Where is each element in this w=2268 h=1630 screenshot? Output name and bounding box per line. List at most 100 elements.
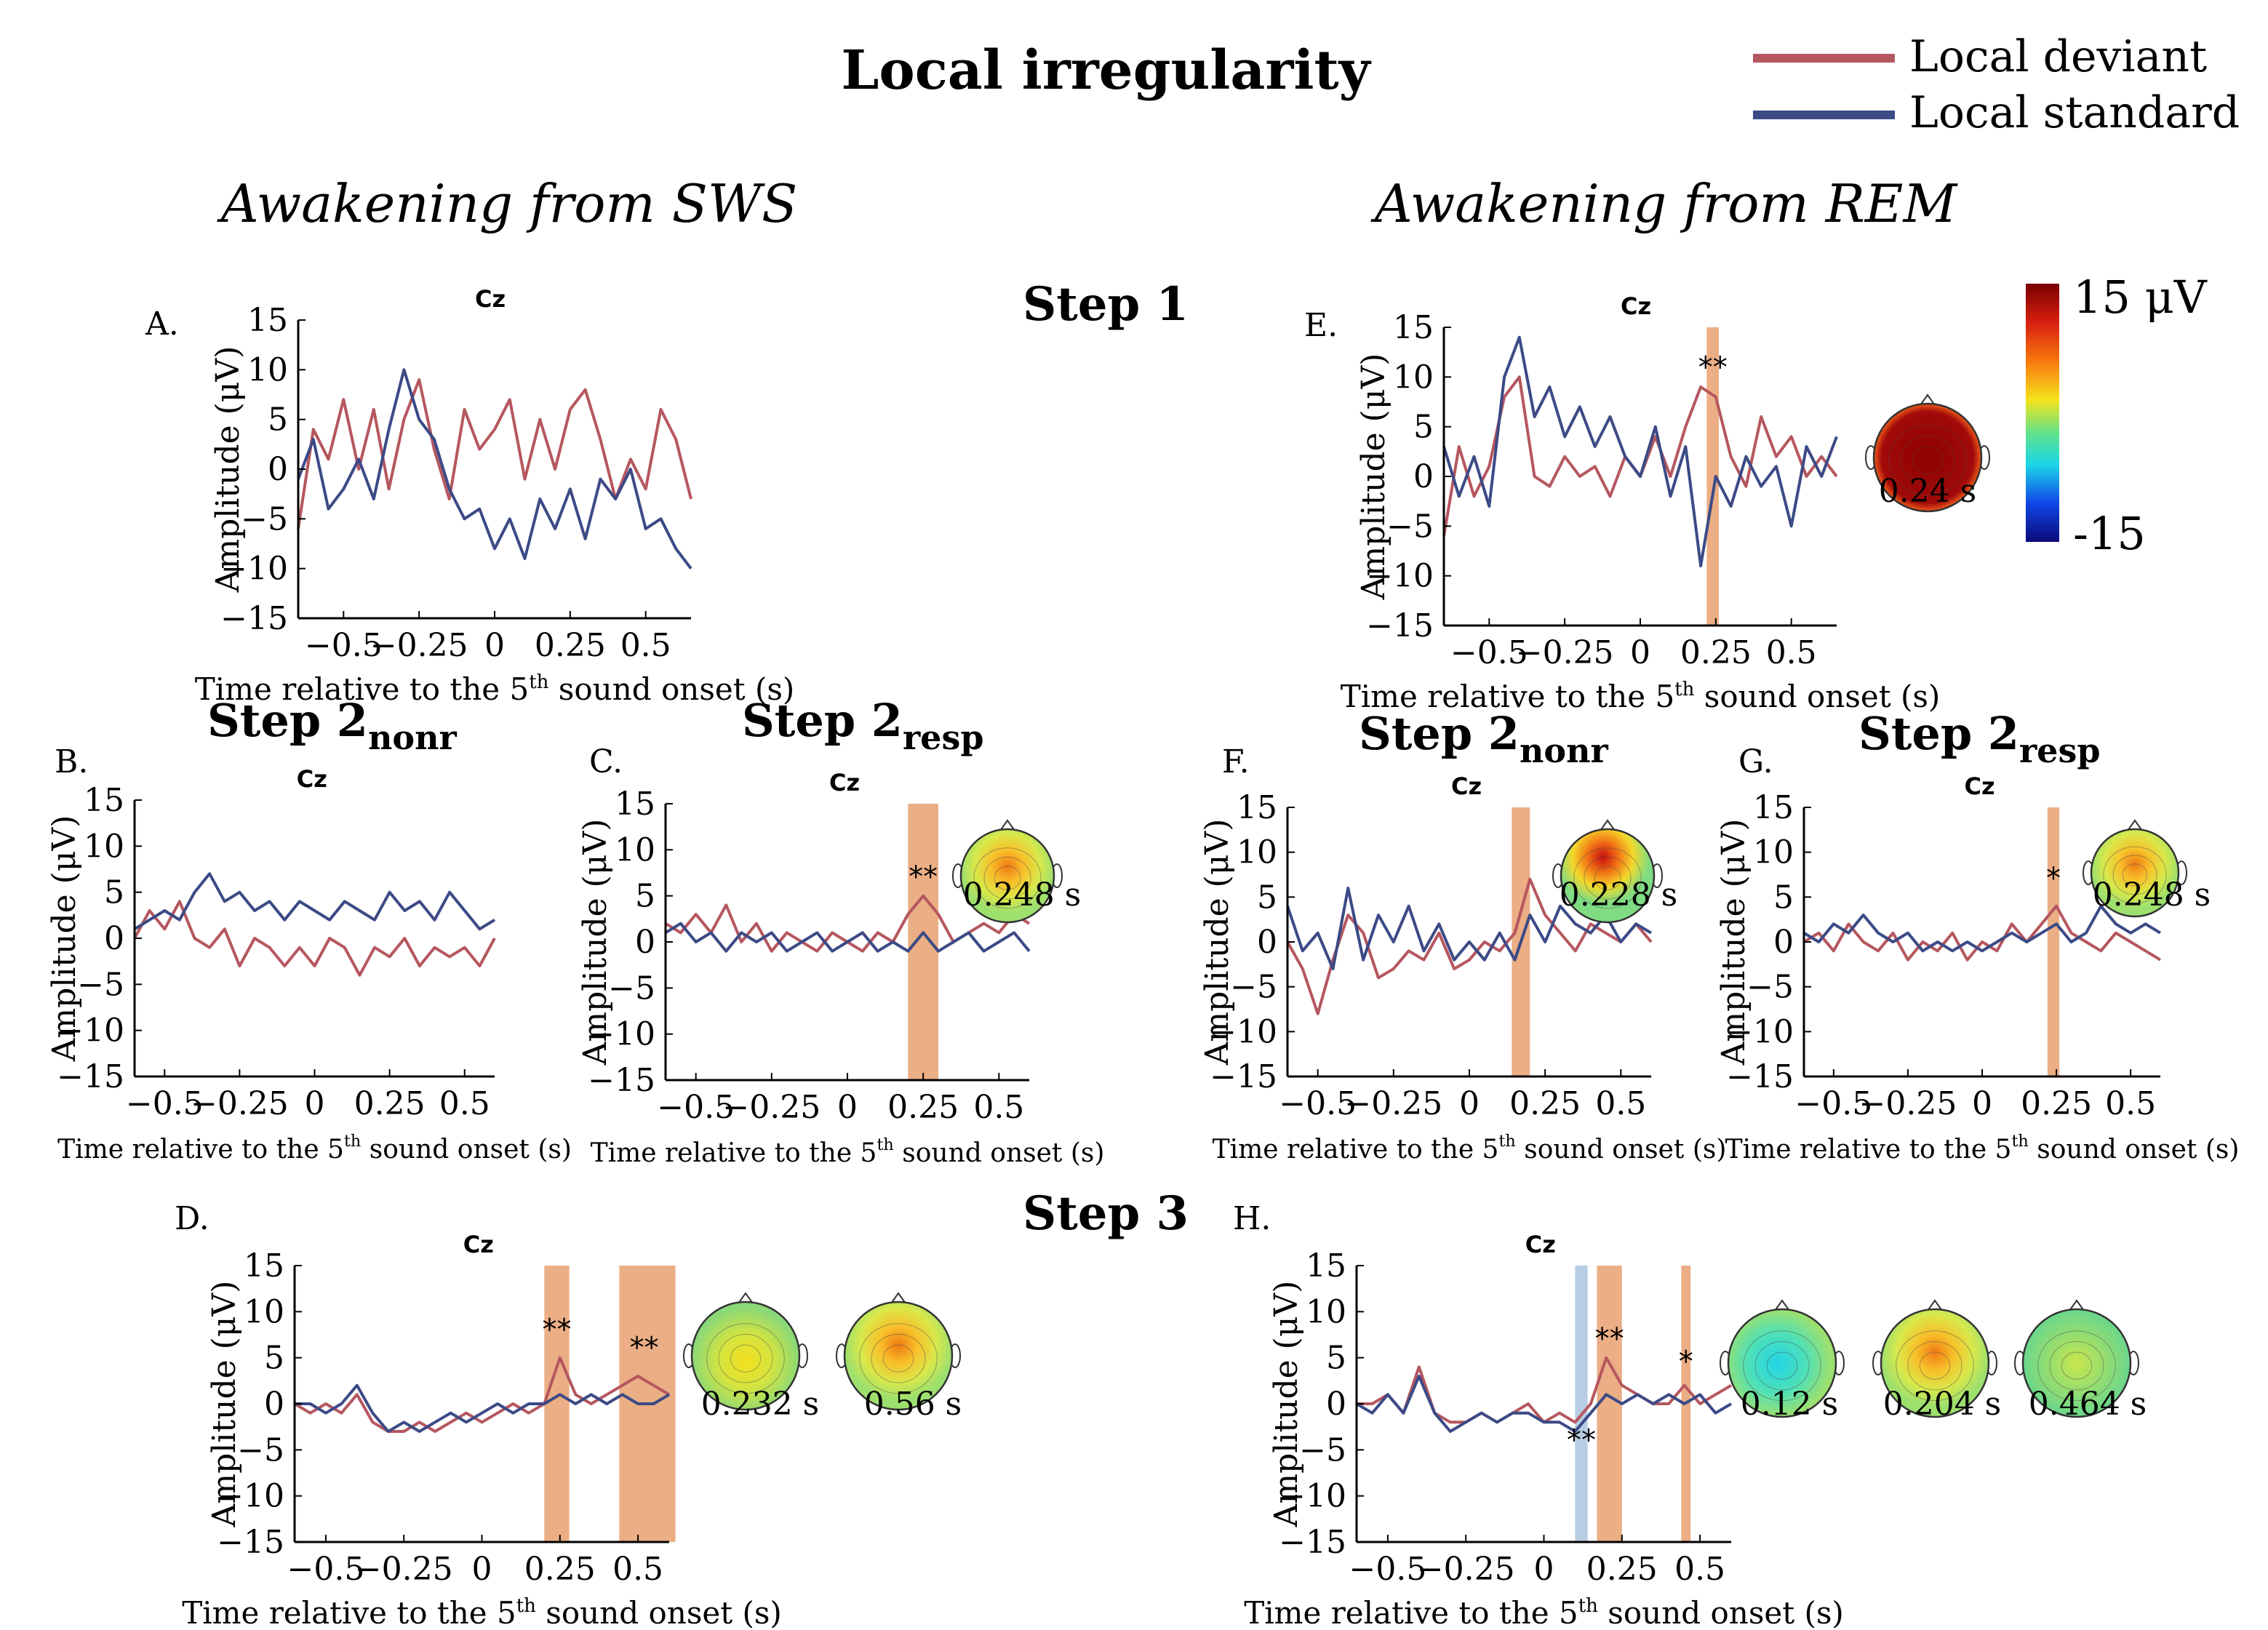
- y-tick-label: −15: [1210, 1058, 1277, 1095]
- y-tick-label: −5: [77, 966, 124, 1003]
- series-line-standard: [664, 922, 1031, 953]
- y-axis-label: Amplitude (μV): [209, 346, 247, 594]
- x-tick-label: −0.5: [1349, 1551, 1426, 1588]
- series-line-deviant: [297, 378, 692, 530]
- x-tick-label: −0.5: [1279, 1085, 1357, 1122]
- topomap-time-label: 0.248 s: [963, 876, 1082, 914]
- panel-G: G. Cz 15 10 5 0 −5 −10 −15−0.5−0.25 0 0.25 0.5 Ampli…: [1715, 743, 2239, 1164]
- x-axis-label: Time relative to the 5th sound onset (s): [57, 1132, 572, 1164]
- significance-window: [1575, 1266, 1588, 1542]
- step2-nonr-label-left: Step 2nonr: [207, 694, 458, 757]
- x-axis-label: Time relative to the 5th sound onset (s): [1244, 1595, 1844, 1630]
- topomap-time-label: 0.248 s: [2093, 876, 2211, 914]
- significance-window: [2047, 807, 2060, 1076]
- topomap-time-label: 0.56 s: [864, 1386, 962, 1423]
- legend-label-standard: Local standard: [1909, 87, 2240, 138]
- topomap-head-icon: [1720, 1299, 1845, 1418]
- topomap-time-label: 0.24 s: [1879, 473, 1977, 510]
- significance-marker: **: [543, 1313, 572, 1346]
- x-tick-label: 0: [484, 627, 505, 664]
- y-tick-label: 10: [1753, 834, 1794, 871]
- significance-marker: **: [1595, 1322, 1624, 1356]
- x-tick-label: −0.25: [1417, 1551, 1515, 1588]
- x-tick-label: 0.5: [973, 1089, 1024, 1126]
- y-axis-label: Amplitude (μV): [1268, 1281, 1305, 1528]
- x-tick-label: −0.25: [1344, 1085, 1442, 1122]
- topomap-head-icon: [1552, 819, 1663, 924]
- significance-marker: *: [2046, 862, 2061, 895]
- y-tick-label: −5: [241, 500, 288, 538]
- y-tick-label: −15: [57, 1058, 124, 1095]
- y-tick-label: −10: [1366, 558, 1434, 595]
- panel-label: D.: [175, 1200, 209, 1237]
- y-tick-label: 0: [1413, 458, 1434, 495]
- panel-E: E. Cz 15 10 5 0 −5 −10 −15 −0.5−0.25 0 0.25 0.5 Ampli…: [1304, 292, 1990, 714]
- colorbar-gradient: [2026, 284, 2059, 542]
- series-line-standard: [1355, 1375, 1733, 1433]
- series-line-standard: [1442, 335, 1838, 567]
- panel-label: H.: [1233, 1200, 1271, 1237]
- significance-marker: **: [630, 1332, 659, 1365]
- x-tick-label: 0: [837, 1089, 858, 1126]
- x-axis-label: Time relative to the 5th sound onset (s): [1213, 1132, 1727, 1164]
- x-tick-label: 0.25: [1680, 634, 1752, 671]
- panel-label: C.: [589, 743, 623, 780]
- y-tick-label: 5: [268, 401, 288, 439]
- y-tick-label: −15: [220, 600, 288, 637]
- x-tick-label: −0.5: [287, 1551, 364, 1588]
- figure-title: Local irregularity: [841, 39, 1371, 102]
- y-tick-label: −10: [57, 1012, 124, 1050]
- x-tick-label: 0.5: [612, 1551, 663, 1588]
- x-axis-label: Time relative to the 5th sound onset (s): [182, 1595, 782, 1630]
- x-tick-label: −0.25: [355, 1551, 453, 1588]
- y-tick-label: 15: [615, 786, 655, 823]
- y-axis-label: Amplitude (μV): [577, 819, 614, 1066]
- y-tick-label: 0: [104, 920, 124, 957]
- x-tick-label: −0.25: [1516, 634, 1614, 671]
- y-tick-label: 15: [1237, 789, 1277, 826]
- x-tick-label: 0: [472, 1551, 492, 1588]
- topomap-head-icon: [1872, 1299, 1997, 1418]
- x-tick-label: 0.25: [887, 1089, 959, 1126]
- series-line-standard: [133, 872, 496, 931]
- panel-C: C. Cz 15 10 5 0 −5 −10 −15−0.5−0.25 0 0.25 0.5 Ampli…: [577, 743, 1104, 1168]
- y-tick-label: 0: [1257, 924, 1277, 961]
- x-tick-label: 0: [1972, 1085, 1992, 1122]
- y-tick-label: 0: [635, 924, 655, 961]
- y-tick-label: −5: [1746, 969, 1794, 1006]
- y-tick-label: 0: [1773, 924, 1794, 961]
- panel-D: D. Cz 15 10 5 0 −5 −10 −15−0.5−0.25 0 0.25 0.5 Ampli…: [175, 1200, 962, 1630]
- channel-label: Cz: [463, 1231, 494, 1258]
- step2-resp-label-right: Step 2resp: [1858, 707, 2101, 770]
- step2-nonr-label-right: Step 2nonr: [1359, 707, 1609, 770]
- step2-resp-label-left: Step 2resp: [742, 694, 984, 757]
- topomap-head-icon: [683, 1292, 808, 1411]
- y-tick-label: −5: [1230, 969, 1277, 1006]
- x-tick-label: 0.5: [620, 627, 671, 664]
- x-tick-label: 0.5: [2105, 1085, 2156, 1122]
- y-tick-label: −15: [217, 1524, 284, 1561]
- x-tick-label: 0.5: [1674, 1551, 1725, 1588]
- legend: Local deviant Local standard: [1753, 31, 2240, 138]
- significance-window: [544, 1266, 570, 1542]
- y-tick-label: 10: [244, 1293, 284, 1330]
- y-tick-label: 0: [268, 451, 288, 488]
- y-axis-label: Amplitude (μV): [46, 815, 83, 1063]
- y-tick-label: −10: [588, 1016, 655, 1053]
- x-tick-label: 0.25: [354, 1085, 426, 1122]
- x-tick-label: −0.25: [191, 1085, 289, 1122]
- y-tick-label: 0: [264, 1386, 284, 1423]
- series-line-deviant: [1802, 904, 2162, 962]
- panel-B: B. Cz 15 10 5 0 −5 −10 −15−0.5−0.25 0 0.25 0.5 Ampli…: [46, 743, 572, 1164]
- y-axis-label: Amplitude (μV): [1355, 353, 1392, 601]
- significance-window: [1597, 1266, 1622, 1542]
- topomap-time-label: 0.228 s: [1560, 876, 1678, 914]
- x-tick-label: 0: [1630, 634, 1650, 671]
- y-tick-label: 5: [1257, 879, 1277, 916]
- x-tick-label: 0: [1459, 1085, 1480, 1122]
- panel-A: A. Cz 15 10 5 0 −5 −10 −15 −0.5−0.25 0 0.25 0.5 Ampli…: [145, 285, 794, 707]
- x-axis-label: Time relative to the 5th sound onset (s): [591, 1135, 1105, 1168]
- y-tick-label: −15: [588, 1062, 655, 1099]
- x-tick-label: 0: [305, 1085, 325, 1122]
